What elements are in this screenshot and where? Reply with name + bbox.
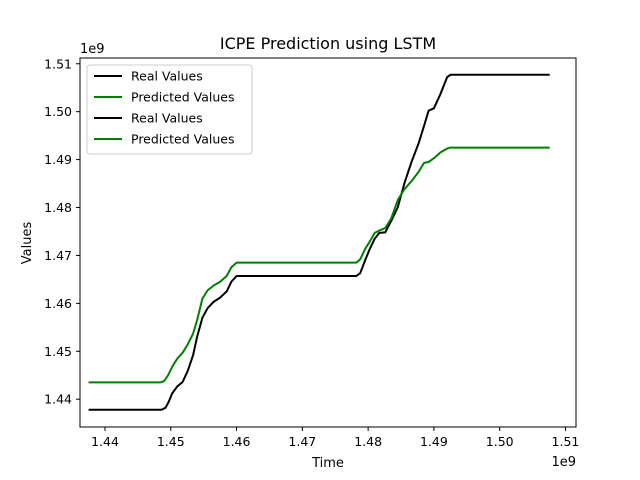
- y-offset-label: 1e9: [80, 42, 105, 57]
- x-offset-label: 1e9: [551, 455, 576, 470]
- x-axis-ticks: 1.44 1.45 1.46 1.47 1.48 1.49 1.50 1.51: [91, 427, 579, 449]
- legend-entry-label: Real Values: [131, 69, 203, 84]
- y-axis-label: Values: [20, 222, 35, 265]
- y-tick-label: 1.51: [44, 56, 72, 71]
- chart-title: ICPE Prediction using LSTM: [220, 34, 436, 53]
- x-tick-label: 1.47: [288, 434, 316, 449]
- y-tick-label: 1.49: [44, 152, 72, 167]
- y-tick-label: 1.50: [44, 104, 72, 119]
- series-line-real-values: [88, 73, 550, 411]
- x-tick-label: 1.51: [552, 434, 580, 449]
- y-tick-label: 1.44: [44, 392, 72, 407]
- y-axis-ticks: 1.44 1.45 1.46 1.47 1.48 1.49 1.50 1.51: [44, 56, 80, 407]
- x-tick-label: 1.50: [486, 434, 514, 449]
- x-tick-label: 1.46: [223, 434, 251, 449]
- y-tick-label: 1.45: [44, 344, 72, 359]
- y-tick-label: 1.48: [44, 200, 72, 215]
- y-tick-label: 1.46: [44, 296, 72, 311]
- legend-entry-label: Real Values: [131, 111, 203, 126]
- x-axis-label: Time: [311, 456, 344, 471]
- legend: Real Values Predicted Values Real Values Pr…: [86, 64, 253, 155]
- legend-entry-label: Predicted Values: [131, 132, 235, 147]
- x-tick-label: 1.49: [420, 434, 448, 449]
- series-line-predicted-values: [88, 146, 550, 384]
- x-tick-label: 1.45: [157, 434, 185, 449]
- x-tick-label: 1.48: [354, 434, 382, 449]
- series-layer: [88, 73, 550, 411]
- plot-area-frame: [79, 57, 577, 428]
- y-tick-label: 1.47: [44, 248, 72, 263]
- x-tick-label: 1.44: [91, 434, 119, 449]
- legend-entry-label: Predicted Values: [131, 90, 235, 105]
- legend-box: [86, 64, 253, 155]
